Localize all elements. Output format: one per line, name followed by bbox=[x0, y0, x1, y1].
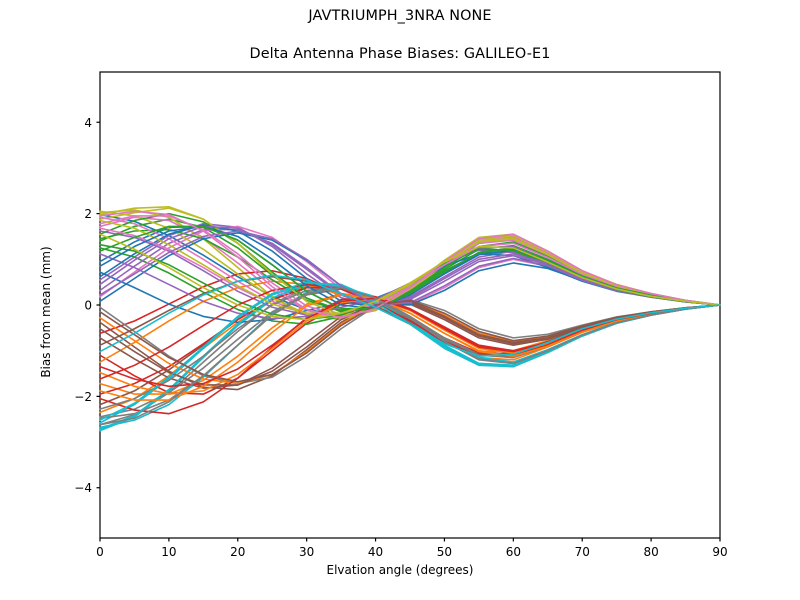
y-axis-label: Bias from mean (mm) bbox=[39, 246, 53, 378]
figure-suptitle: JAVTRIUMPH_3NRA NONE bbox=[308, 8, 492, 24]
data-series-line bbox=[99, 224, 721, 309]
y-tick-label: 2 bbox=[84, 207, 92, 221]
data-series-line bbox=[99, 225, 721, 310]
x-tick-label: 40 bbox=[368, 545, 383, 559]
data-series-line bbox=[99, 219, 721, 315]
x-tick-label: 60 bbox=[506, 545, 521, 559]
x-tick-label: 20 bbox=[230, 545, 245, 559]
data-series-line bbox=[99, 286, 721, 426]
y-tick-label: −4 bbox=[74, 481, 92, 495]
x-tick-label: 50 bbox=[437, 545, 452, 559]
axes-title: Delta Antenna Phase Biases: GALILEO-E1 bbox=[249, 46, 551, 62]
y-tick-label: −2 bbox=[74, 390, 92, 404]
x-tick-label: 90 bbox=[712, 545, 727, 559]
data-series-line bbox=[99, 210, 721, 319]
y-tick-label: 0 bbox=[84, 299, 92, 313]
x-tick-label: 70 bbox=[575, 545, 590, 559]
x-tick-label: 80 bbox=[643, 545, 658, 559]
x-axis-label: Elvation angle (degrees) bbox=[326, 563, 474, 577]
axis-ticks: 0 10 20 30 40 50 60 70 80 90 −4 −2 0 2 4 bbox=[74, 116, 727, 559]
data-series-line bbox=[99, 233, 721, 321]
data-series-line bbox=[99, 274, 721, 357]
y-tick-label: 4 bbox=[84, 116, 92, 130]
x-tick-label: 10 bbox=[161, 545, 176, 559]
data-series-line bbox=[99, 299, 721, 383]
data-series-group bbox=[99, 205, 721, 432]
data-series-line bbox=[99, 294, 721, 401]
x-tick-label: 0 bbox=[96, 545, 104, 559]
x-tick-label: 30 bbox=[299, 545, 314, 559]
